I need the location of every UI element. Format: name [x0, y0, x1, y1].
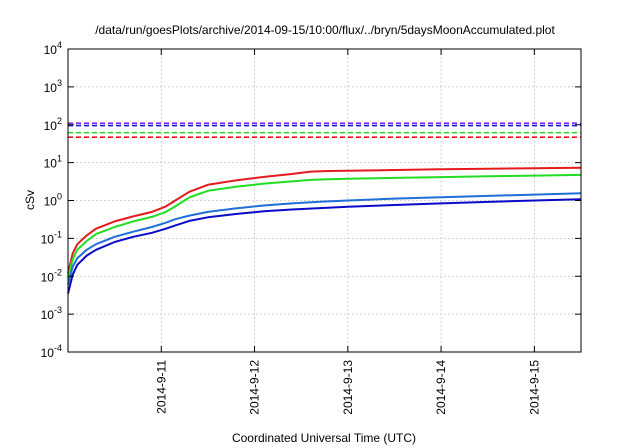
y-tick-exponent: -3 — [54, 305, 62, 315]
y-tick-exponent: 1 — [57, 154, 62, 164]
y-tick-exponent: -2 — [54, 267, 62, 277]
chart-title: /data/run/goesPlots/archive/2014-09-15/1… — [95, 23, 555, 37]
x-tick-label: 2014-9-13 — [341, 360, 355, 415]
y-tick-exponent: 2 — [57, 116, 62, 126]
series-line — [67, 192, 582, 285]
x-axis-label: Coordinated Universal Time (UTC) — [232, 431, 416, 445]
y-axis-label: cSv — [23, 190, 37, 210]
x-tick-label: 2014-9-14 — [434, 360, 448, 415]
y-tick-exponent: -1 — [54, 229, 62, 239]
y-tick-exponent: 0 — [57, 192, 62, 202]
series-line — [67, 198, 582, 294]
y-tick-exponent: 3 — [57, 78, 62, 88]
series-line — [67, 166, 582, 274]
x-axis: 2014-9-11 2014-9-12 2014-9-13 2014-9-14 2014… — [154, 49, 541, 415]
x-tick-label: 2014-9-11 — [154, 360, 168, 414]
y-tick-exponent: -4 — [54, 343, 62, 353]
data-series — [67, 166, 582, 294]
x-tick-label: 2014-9-12 — [248, 360, 262, 415]
x-tick-label: 2014-9-15 — [527, 360, 541, 415]
y-tick-exponent: 4 — [57, 40, 62, 50]
series-line — [67, 173, 582, 279]
threshold-lines — [68, 122, 581, 138]
